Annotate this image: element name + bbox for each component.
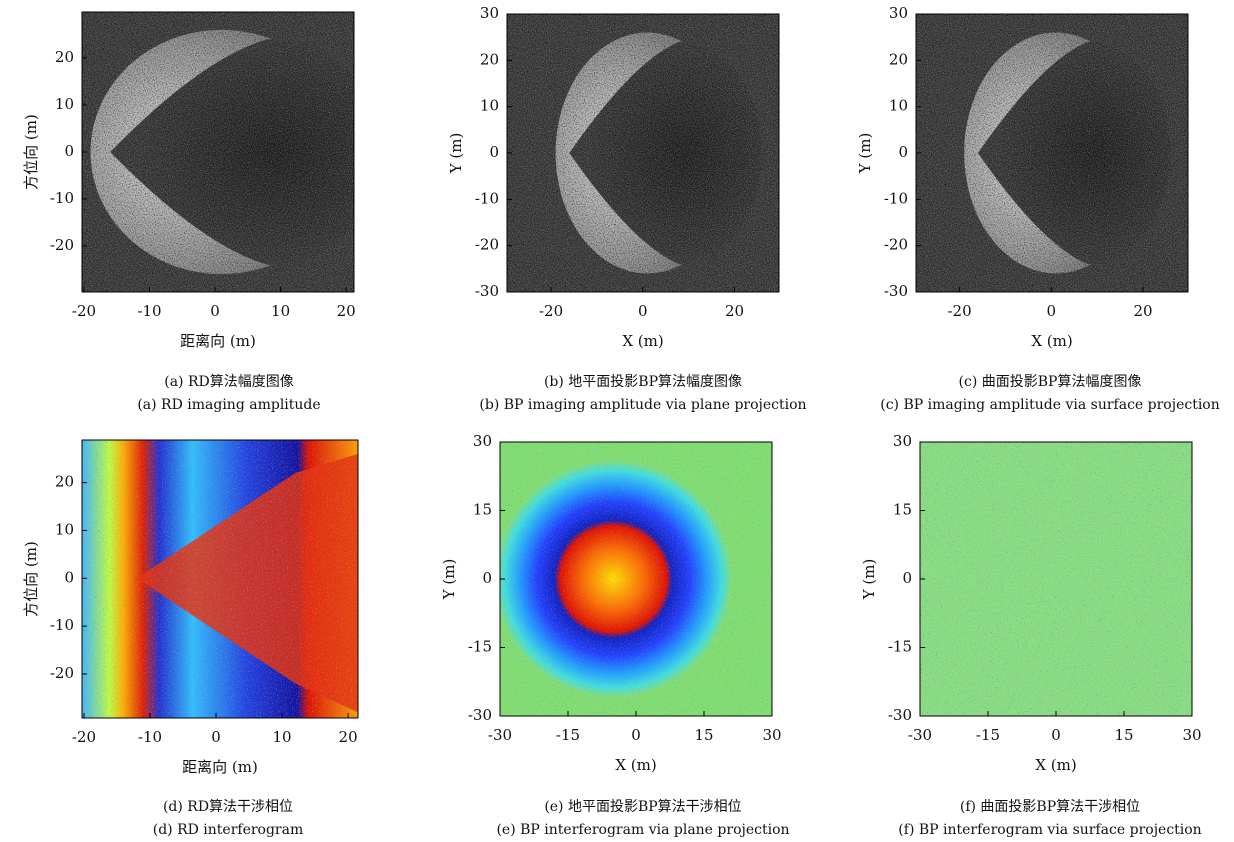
x-tick-label: 20 [725,302,744,320]
caption-cn: (e) 地平面投影BP算法干涉相位 [544,799,741,815]
noise-light [507,14,779,292]
x-tick-label: 15 [694,726,713,744]
y-tick-label: -10 [475,189,499,207]
caption-en: (e) BP interferogram via plane projectio… [496,822,789,838]
x-tick-label: -30 [908,726,932,744]
y-axis-label: Y (m) [440,559,458,601]
y-tick-label: -10 [50,616,74,634]
y-tick-label: 10 [55,95,74,113]
caption-en: (c) BP imaging amplitude via surface pro… [880,397,1220,413]
x-axis-label: 距离向 (m) [180,332,256,350]
y-tick-label: 30 [893,432,912,450]
x-tick-label: 20 [339,728,358,746]
panel-image [916,14,1188,292]
y-tick-label: 10 [480,97,499,115]
caption-en: (b) BP imaging amplitude via plane proje… [479,397,806,413]
caption-cn: (a) RD算法幅度图像 [164,374,294,390]
y-tick-label: -30 [468,706,492,724]
x-tick-label: -20 [539,302,563,320]
caption-en: (d) RD interferogram [153,822,304,838]
panel-image [82,12,385,292]
x-tick-label: -20 [72,728,96,746]
panel-image [920,442,1192,716]
y-axis-label: 方位向 (m) [22,541,40,617]
y-tick-label: 0 [902,569,912,587]
y-axis-label: 方位向 (m) [22,114,40,190]
x-tick-label: 0 [211,728,221,746]
panel-image [495,442,772,716]
y-tick-label: 15 [893,501,912,519]
y-tick-label: -20 [884,236,908,254]
caption-cn: (b) 地平面投影BP算法幅度图像 [544,374,742,390]
x-tick-label: -15 [556,726,580,744]
x-tick-label: 0 [1047,302,1057,320]
y-axis-label: Y (m) [860,559,878,601]
x-tick-label: -20 [947,302,971,320]
y-tick-label: -10 [50,189,74,207]
y-tick-label: -30 [884,282,908,300]
y-tick-label: 0 [489,143,499,161]
caption-en: (a) RD imaging amplitude [137,397,320,413]
x-tick-label: -30 [488,726,512,744]
figure: -20 -10 0 10 20 20 10 0 -10 -20 距离向 (m) 方位向 (m) (a) … [0,0,1234,842]
y-tick-label: 30 [889,4,908,22]
x-tick-label: 10 [273,728,292,746]
y-tick-label: 20 [55,48,74,66]
y-tick-label: -30 [888,706,912,724]
y-axis-label: Y (m) [447,133,465,175]
y-tick-label: -20 [50,664,74,682]
y-tick-label: 20 [480,50,499,68]
speckle [500,442,772,716]
y-axis-label: Y (m) [856,133,874,175]
y-tick-label: 0 [64,568,74,586]
noise-light [916,14,1188,292]
x-axis-label: X (m) [622,332,663,350]
panel-image [82,440,358,718]
y-tick-label: 30 [473,432,492,450]
x-tick-label: 0 [210,302,220,320]
y-tick-label: -15 [468,638,492,656]
y-tick-label: 15 [473,501,492,519]
x-axis-label: X (m) [1035,756,1076,774]
caption-cn: (f) 曲面投影BP算法干涉相位 [960,799,1140,815]
y-tick-label: 30 [480,4,499,22]
x-tick-label: -15 [976,726,1000,744]
panel-image [507,14,779,292]
x-tick-label: 0 [631,726,641,744]
x-tick-label: -10 [137,302,161,320]
y-tick-label: -20 [50,236,74,254]
caption-cn: (c) 曲面投影BP算法幅度图像 [959,374,1142,390]
x-tick-label: 10 [271,302,290,320]
caption-cn: (d) RD算法干涉相位 [163,799,293,815]
y-tick-label: -15 [888,638,912,656]
x-tick-label: 15 [1114,726,1133,744]
y-tick-label: 0 [898,143,908,161]
y-tick-label: 10 [55,520,74,538]
x-tick-label: 30 [1182,726,1201,744]
speckle [82,440,358,718]
x-tick-label: 20 [1134,302,1153,320]
caption-en: (f) BP interferogram via surface project… [898,822,1201,838]
page: {"panels":[ {"kind":"amplitude","xlim":[… [0,0,1234,842]
y-tick-label: 0 [482,569,492,587]
y-tick-label: -20 [475,236,499,254]
x-tick-label: 30 [762,726,781,744]
x-axis-label: 距离向 (m) [182,758,258,776]
x-tick-label: -10 [138,728,162,746]
y-tick-label: 20 [55,473,74,491]
noise-light [82,12,354,292]
y-tick-label: 20 [889,50,908,68]
y-tick-label: 0 [64,142,74,160]
x-tick-label: 0 [638,302,648,320]
x-axis-label: X (m) [1031,332,1072,350]
y-tick-label: 10 [889,97,908,115]
y-tick-label: -10 [884,189,908,207]
x-tick-label: 0 [1051,726,1061,744]
x-tick-label: -20 [72,302,96,320]
y-tick-label: -30 [475,282,499,300]
x-tick-label: 20 [337,302,356,320]
speckle [920,442,1192,716]
x-axis-label: X (m) [615,756,656,774]
